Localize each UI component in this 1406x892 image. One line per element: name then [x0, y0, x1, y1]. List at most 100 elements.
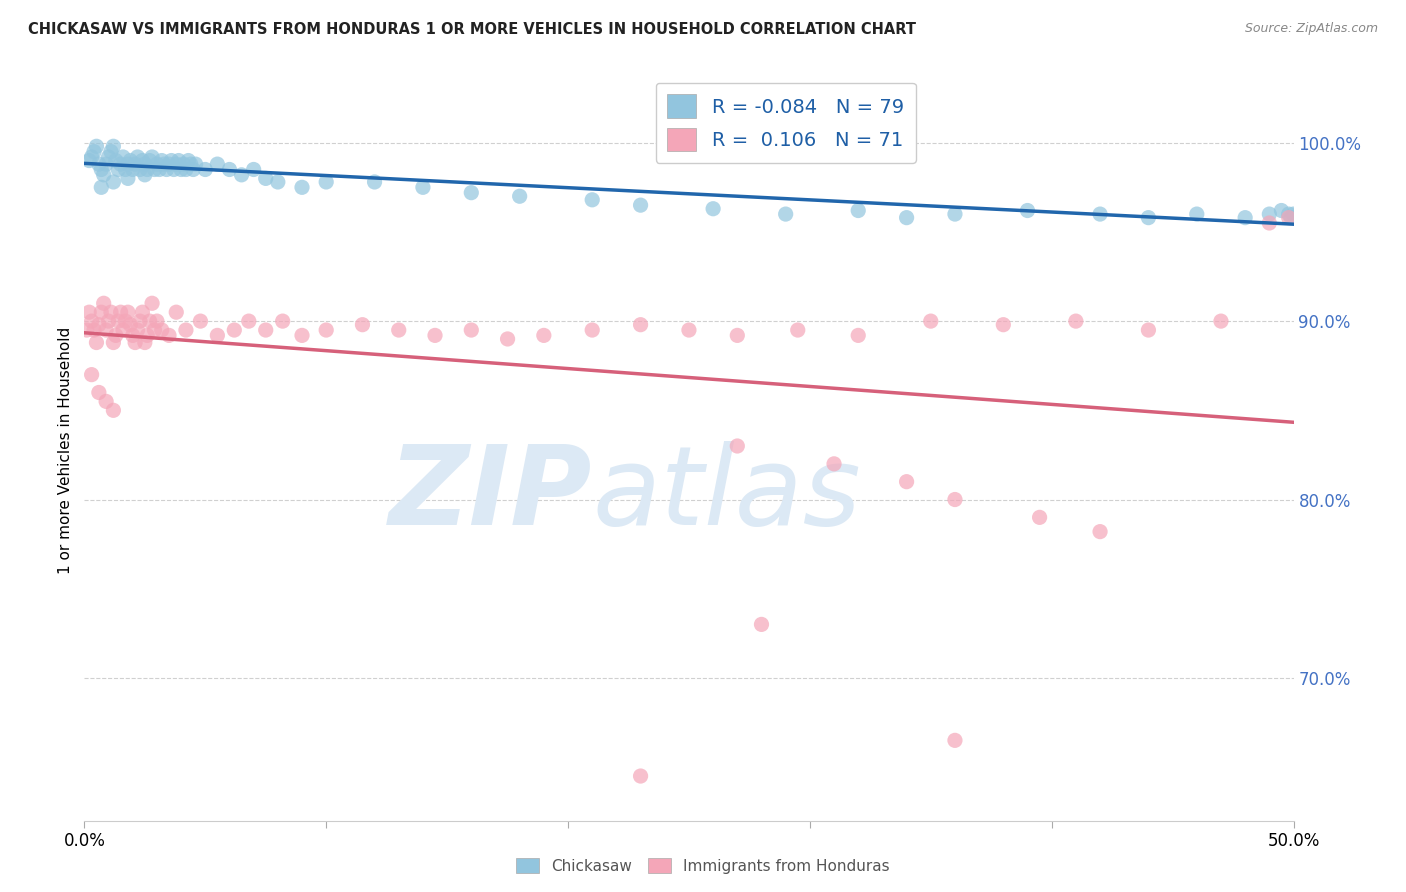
Legend: Chickasaw, Immigrants from Honduras: Chickasaw, Immigrants from Honduras [510, 852, 896, 880]
Point [1088, 524, 1111, 539]
Point [678, 323, 700, 337]
Point [630, 769, 652, 783]
Point [94, 323, 117, 337]
Point [242, 162, 264, 177]
Point [117, 157, 139, 171]
Point [83, 323, 105, 337]
Point [110, 157, 132, 171]
Point [846, 328, 869, 343]
Text: CHICKASAW VS IMMIGRANTS FROM HONDURAS 1 OR MORE VEHICLES IN HOUSEHOLD CORRELATIO: CHICKASAW VS IMMIGRANTS FROM HONDURAS 1 … [28, 22, 917, 37]
Point [238, 314, 260, 328]
Point [86, 139, 108, 153]
Point [136, 328, 159, 343]
Point [1270, 203, 1292, 218]
Point [291, 180, 314, 194]
Point [725, 439, 748, 453]
Point [138, 314, 160, 328]
Point [124, 157, 146, 171]
Point [1278, 207, 1301, 221]
Point [165, 305, 187, 319]
Point [363, 175, 385, 189]
Point [121, 162, 143, 177]
Point [1137, 323, 1160, 337]
Point [94, 157, 117, 171]
Point [630, 198, 652, 212]
Point [943, 492, 966, 507]
Point [1064, 314, 1087, 328]
Point [920, 314, 942, 328]
Point [80, 150, 103, 164]
Point [231, 168, 253, 182]
Point [77, 305, 100, 319]
Point [141, 296, 163, 310]
Point [117, 305, 139, 319]
Point [943, 207, 966, 221]
Point [146, 157, 169, 171]
Point [148, 162, 170, 177]
Point [86, 335, 108, 350]
Legend: R = -0.084   N = 79, R =  0.106   N = 71: R = -0.084 N = 79, R = 0.106 N = 71 [655, 83, 915, 163]
Point [103, 175, 125, 189]
Point [630, 318, 652, 332]
Point [224, 323, 246, 337]
Point [581, 193, 603, 207]
Point [124, 335, 146, 350]
Point [90, 305, 112, 319]
Text: ZIP: ZIP [388, 442, 592, 549]
Point [173, 157, 195, 171]
Point [315, 323, 337, 337]
Point [131, 153, 153, 168]
Point [90, 162, 112, 177]
Point [352, 318, 374, 332]
Point [751, 617, 773, 632]
Point [180, 157, 202, 171]
Point [107, 314, 129, 328]
Point [1137, 211, 1160, 225]
Point [155, 162, 177, 177]
Point [896, 475, 918, 489]
Point [181, 162, 204, 177]
Point [103, 139, 125, 153]
Point [254, 323, 277, 337]
Point [104, 153, 127, 168]
Point [100, 305, 122, 319]
Point [112, 323, 135, 337]
Point [702, 202, 724, 216]
Point [76, 323, 98, 337]
Point [93, 296, 115, 310]
Point [110, 305, 132, 319]
Point [775, 207, 797, 221]
Point [157, 157, 180, 171]
Point [117, 171, 139, 186]
Point [412, 180, 434, 194]
Point [150, 153, 173, 168]
Point [127, 323, 149, 337]
Text: atlas: atlas [592, 442, 860, 549]
Point [153, 157, 176, 171]
Point [104, 328, 127, 343]
Point [165, 157, 187, 171]
Point [1209, 314, 1232, 328]
Point [77, 153, 100, 168]
Point [1028, 510, 1050, 524]
Point [1278, 211, 1301, 225]
Point [83, 145, 105, 159]
Point [388, 323, 411, 337]
Point [121, 328, 143, 343]
Point [533, 328, 555, 343]
Point [97, 314, 120, 328]
Point [460, 186, 482, 200]
Point [218, 162, 240, 177]
Point [1282, 207, 1305, 221]
Point [170, 162, 193, 177]
Point [267, 175, 290, 189]
Point [423, 328, 446, 343]
Point [194, 162, 217, 177]
Point [846, 203, 869, 218]
Point [143, 162, 166, 177]
Point [127, 150, 149, 164]
Point [1017, 203, 1039, 218]
Point [184, 157, 207, 171]
Point [134, 157, 156, 171]
Point [823, 457, 845, 471]
